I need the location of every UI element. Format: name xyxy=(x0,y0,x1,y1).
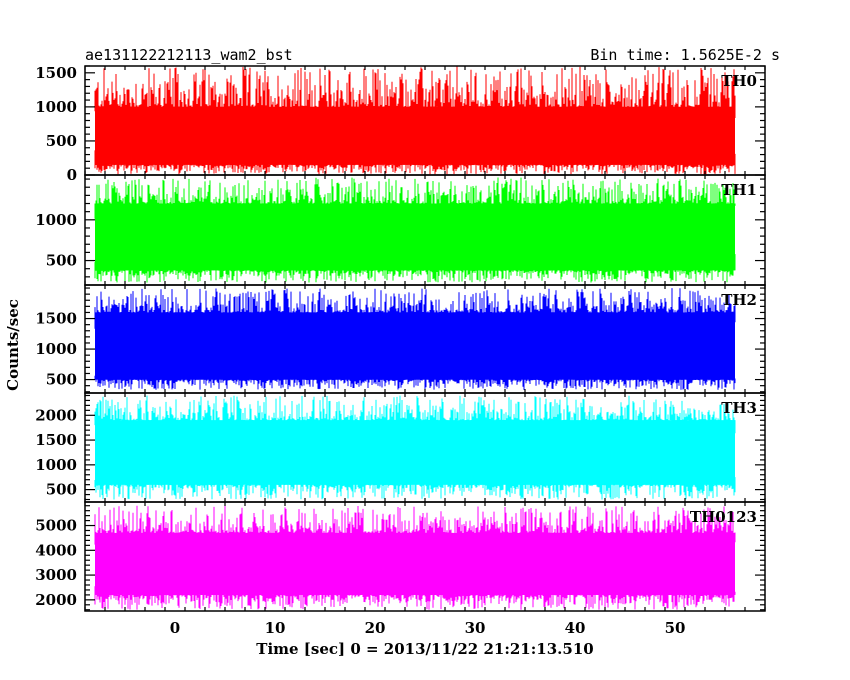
series-lower-th2 xyxy=(94,362,736,390)
chart-subtitle: Bin time: 1.5625E-2 s xyxy=(590,46,780,64)
series-upper-th0123 xyxy=(94,505,736,549)
y-tick-label: 1500 xyxy=(35,64,77,82)
y-tick-label: 1500 xyxy=(35,431,77,449)
panel-th2: 500 1000 1500 TH2 xyxy=(35,284,766,394)
series-lower-th1 xyxy=(94,253,736,283)
y-tick-label: 5000 xyxy=(35,517,77,535)
x-tick-label: 40 xyxy=(565,619,586,637)
y-tick-label: 1500 xyxy=(35,310,77,328)
y-tick-label: 1000 xyxy=(35,340,77,358)
y-tick-label: 0 xyxy=(67,166,77,184)
panel-label-th0123: TH0123 xyxy=(690,508,757,526)
y-tick-label: 2000 xyxy=(35,591,77,609)
panel-th3: 500 1000 1500 2000 TH3 xyxy=(35,392,766,503)
series-upper-th2 xyxy=(94,288,736,330)
panel-label-th0: TH0 xyxy=(721,72,757,90)
y-tick-label: 3000 xyxy=(35,566,77,584)
y-tick-label: 500 xyxy=(46,481,77,499)
x-tick-label: 50 xyxy=(665,619,686,637)
panel-th0: 0 500 1000 1500 TH0 xyxy=(35,64,766,184)
y-tick-label: 4000 xyxy=(35,541,77,559)
panel-label-th2: TH2 xyxy=(721,291,757,309)
panel-label-th1: TH1 xyxy=(721,181,757,199)
y-tick-label: 1000 xyxy=(35,98,77,116)
x-tick-label: 20 xyxy=(365,619,386,637)
series-upper-th3 xyxy=(94,395,736,437)
y-tick-label: 500 xyxy=(46,371,77,389)
series-lower-th0123 xyxy=(94,579,736,610)
series-upper-th0 xyxy=(94,66,736,122)
panel-th0123: 2000 3000 4000 5000 TH0123 xyxy=(35,501,766,612)
y-tick-label: 2000 xyxy=(35,406,77,424)
y-tick-label: 1000 xyxy=(35,456,77,474)
y-axis-title: Counts/sec xyxy=(4,299,22,391)
panel-label-th3: TH3 xyxy=(721,399,757,417)
chart-title: ae131122212113_wam2_bst xyxy=(85,46,293,64)
series-lower-th3 xyxy=(94,468,736,500)
y-tick-label: 500 xyxy=(46,132,77,150)
y-tick-label: 500 xyxy=(46,252,77,270)
panel-th1: 500 1000 TH1 xyxy=(35,174,766,286)
x-axis: 0 10 20 30 40 50 xyxy=(170,619,686,637)
x-tick-label: 10 xyxy=(265,619,286,637)
x-axis-title: Time [sec] 0 = 2013/11/22 21:21:13.510 xyxy=(256,640,593,658)
series-upper-th1 xyxy=(94,177,736,221)
x-tick-label: 0 xyxy=(170,619,180,637)
series-lower-th0 xyxy=(94,150,736,175)
y-tick-label: 1000 xyxy=(35,211,77,229)
x-tick-label: 30 xyxy=(465,619,486,637)
